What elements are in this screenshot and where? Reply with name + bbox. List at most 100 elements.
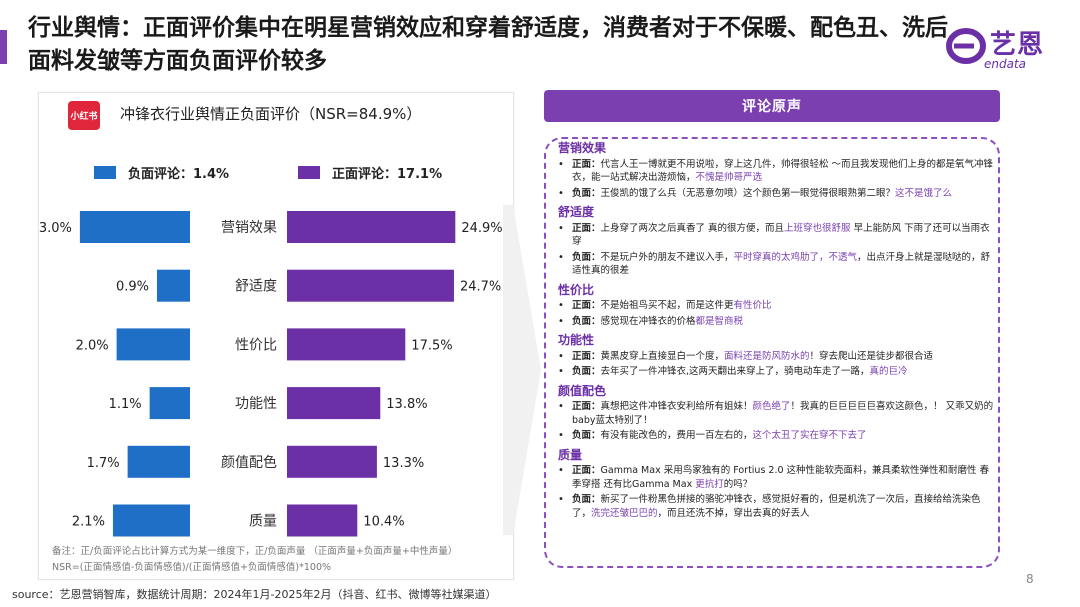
accent-bar xyxy=(0,30,7,64)
category-label: 舒适度 xyxy=(235,279,277,295)
negative-value-label: 1.7% xyxy=(87,456,120,471)
review-sentiment-label: 负面： xyxy=(572,494,601,505)
legend-negative-swatch xyxy=(94,166,116,179)
review-item: 正面：Gamma Max 采用鸟家独有的 Fortius 2.0 这种性能软壳面… xyxy=(558,464,994,491)
review-category-title: 舒适度 xyxy=(558,205,595,219)
review-sentiment-label: 正面： xyxy=(572,300,601,311)
chart-note: 备注：正/负面评论占比计算方式为某一维度下，正/负面声量 （正面声量+负面声量+… xyxy=(52,544,457,576)
review-sentiment-label: 正面： xyxy=(572,222,601,234)
review-highlight: 洗完还皱巴巴的 xyxy=(591,507,658,519)
review-category-title: 功能性 xyxy=(558,333,595,347)
review-tail: 的吗？ xyxy=(723,478,753,490)
review-text: 感觉现在冲锋衣的价格 xyxy=(600,315,696,327)
review-item: 正面：上身穿了两次之后真香了 真的很方便，而且上班穿也很舒服 早上能防风 下雨了… xyxy=(558,222,994,249)
category-label: 功能性 xyxy=(235,396,277,412)
positive-value-label: 10.4% xyxy=(363,515,404,530)
category-label: 颜值配色 xyxy=(221,454,277,471)
xiaohongshu-badge: 小红书 xyxy=(68,101,100,130)
review-item: 负面：新买了一件粉黑色拼接的骆驼冲锋衣，感觉挺好看的，但是机洗了一次后，直接给给… xyxy=(558,493,994,520)
review-item: 正面：真想把这件冲锋衣安利给所有姐妹！颜色绝了！我真的巨巨巨巨巨喜欢这颜色，！ … xyxy=(558,400,994,427)
review-sentiment-label: 负面： xyxy=(572,315,601,327)
review-sentiment-label: 负面： xyxy=(572,366,601,377)
review-tail: ！我真的巨巨巨巨巨喜欢这颜色，！ 又乖又奶的baby蓝太特别了！ xyxy=(572,401,994,426)
review-tail: ！穿去爬山还是徒步都很合适 xyxy=(809,350,934,362)
review-text: 代言人王一博就更不用说啦，穿上这几件，帅得很轻松 ～而且我发现他们上身的都是氧气… xyxy=(572,158,994,184)
legend-positive-label: 正面评论：17.1% xyxy=(332,167,443,182)
negative-bar xyxy=(149,387,190,420)
review-highlight: 都是智商税 xyxy=(695,315,744,327)
review-text: 不是始祖鸟买不起，而是这件更 xyxy=(600,300,734,311)
positive-value-label: 13.3% xyxy=(383,456,424,471)
review-text: 上身穿了两次之后真香了 真的很方便，而且 xyxy=(600,222,785,234)
review-highlight: 不愧是帅哥严选 xyxy=(695,172,763,183)
review-highlight: 上班穿也很舒服 xyxy=(784,222,851,234)
review-sentiment-label: 负面： xyxy=(572,430,601,441)
note-line-1: 备注：正/负面评论占比计算方式为某一维度下，正/负面声量 （正面声量+负面声量+… xyxy=(52,546,458,557)
negative-value-label: 2.0% xyxy=(76,338,109,353)
note-line-2: NSR=(正面情感值-负面情感值)/(正面情感值+负面情感值)*100% xyxy=(52,562,332,573)
review-tail: ，而且还洗不掉，穿出去真的好丢人 xyxy=(657,507,810,519)
negative-bar xyxy=(79,211,190,243)
logo-subtext: endata xyxy=(984,57,1027,71)
negative-bar xyxy=(112,504,190,537)
reviews-header: 评论原声 xyxy=(544,90,1000,122)
positive-value-label: 24.9% xyxy=(461,221,502,236)
legend-negative: 负面评论：1.4% xyxy=(94,163,229,182)
negative-value-label: 2.1% xyxy=(72,515,105,530)
review-item: 正面：黄黑皮穿上直接显白一个度，面料还是防风防水的！穿去爬山还是徒步都很合适 xyxy=(558,350,994,364)
review-sentiment-label: 正面： xyxy=(572,350,601,362)
review-highlight: 平时穿真的太鸡肋了，不透气 xyxy=(733,251,858,263)
negative-bar xyxy=(127,445,190,478)
review-text: 有没有能改色的，费用一百左右的， xyxy=(600,430,753,441)
page-title: 行业舆情：正面评价集中在明星营销效应和穿着舒适度，消费者对于不保暖、配色丑、洗后… xyxy=(28,15,948,74)
category-label: 营销效果 xyxy=(221,220,277,236)
legend-positive: 正面评论：17.1% xyxy=(298,163,442,182)
review-sentiment-label: 正面： xyxy=(572,465,601,476)
review-sentiment-label: 正面： xyxy=(572,158,601,170)
review-item: 负面：去年买了一件冲锋衣,这两天翻出来穿上了，骑电动车走了一路，真的巨冷 xyxy=(558,365,994,379)
positive-bar xyxy=(287,504,358,537)
review-category-title: 颜值配色 xyxy=(558,383,607,398)
review-item: 负面：不是玩户外的朋友不建议入手，平时穿真的太鸡肋了，不透气，出点汗身上就是湿哒… xyxy=(558,251,994,278)
category-label: 质量 xyxy=(249,514,277,530)
review-highlight: 面料还是防风防水的 xyxy=(724,350,810,362)
review-category-title: 质量 xyxy=(558,447,583,462)
review-highlight: 更抗打 xyxy=(695,478,724,490)
review-item: 负面：王俊凯的饿了么兵（无恶意勿喷）这个颜色第一眼觉得很眼熟第二眼？这不是饿了么 xyxy=(558,187,994,201)
negative-value-label: 0.9% xyxy=(116,280,149,295)
chart-title: 冲锋衣行业舆情正负面评价（NSR=84.9%） xyxy=(120,105,422,123)
review-highlight: 这个太丑了实在穿不下去了 xyxy=(752,430,867,441)
reviews-box xyxy=(544,137,1000,568)
review-text: 真想把这件冲锋衣安利给所有姐妹！ xyxy=(600,401,753,412)
positive-bar xyxy=(287,328,406,361)
review-sentiment-label: 正面： xyxy=(572,401,601,412)
review-item: 正面：代言人王一博就更不用说啦，穿上这几件，帅得很轻松 ～而且我发现他们上身的都… xyxy=(558,158,994,185)
review-sentiment-label: 负面： xyxy=(572,251,601,263)
review-text: 黄黑皮穿上直接显白一个度， xyxy=(600,350,725,362)
review-text: 王俊凯的饿了么兵（无恶意勿喷）这个颜色第一眼觉得很眼熟第二眼？ xyxy=(600,187,896,199)
positive-bar xyxy=(287,387,381,420)
review-item: 负面：感觉现在冲锋衣的价格都是智商税 xyxy=(558,315,994,329)
reviews-list: 营销效果正面：代言人王一博就更不用说啦，穿上这几件，帅得很轻松 ～而且我发现他们… xyxy=(558,140,994,522)
logo-text: 艺恩 xyxy=(990,30,1045,60)
positive-bar xyxy=(287,445,377,478)
positive-value-label: 13.8% xyxy=(386,397,427,412)
positive-value-label: 17.5% xyxy=(411,338,452,353)
review-text: 去年买了一件冲锋衣,这两天翻出来穿上了，骑电动车走了一路， xyxy=(600,366,870,377)
review-highlight: 有性价比 xyxy=(733,300,772,311)
arrow-chevron xyxy=(503,205,541,535)
review-highlight: 真的巨冷 xyxy=(869,366,908,377)
positive-bar xyxy=(287,269,454,302)
category-label: 性价比 xyxy=(235,337,277,353)
review-tail: 早上能防风 下雨了还可以当雨衣穿 xyxy=(572,222,990,248)
review-text: 新买了一件粉黑色拼接的骆驼冲锋衣，感觉挺好看的，但是机洗了一次后，直接给给洗染色… xyxy=(572,494,981,519)
positive-bar xyxy=(287,211,456,243)
review-tail: ，出点汗身上就是湿哒哒的，舒适性真的很差 xyxy=(572,251,991,277)
positive-value-label: 24.7% xyxy=(460,280,501,295)
source-text: source：艺恩营销智库，数据统计周期：2024年1月-2025年2月（抖音、… xyxy=(12,588,497,601)
review-item: 负面：有没有能改色的，费用一百左右的，这个太丑了实在穿不下去了 xyxy=(558,429,994,443)
negative-bar xyxy=(116,328,190,361)
review-category-title: 营销效果 xyxy=(558,141,607,155)
legend-positive-swatch xyxy=(298,166,320,179)
review-sentiment-label: 负面： xyxy=(572,187,601,199)
